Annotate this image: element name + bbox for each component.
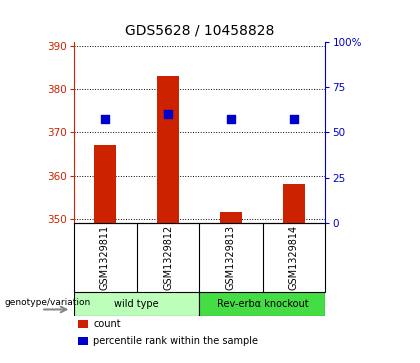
Text: percentile rank within the sample: percentile rank within the sample <box>93 336 258 346</box>
Text: GSM1329812: GSM1329812 <box>163 225 173 290</box>
Text: GSM1329811: GSM1329811 <box>100 225 110 290</box>
Bar <box>94 146 116 223</box>
Bar <box>283 184 305 223</box>
Title: GDS5628 / 10458828: GDS5628 / 10458828 <box>125 24 274 38</box>
Text: genotype/variation: genotype/variation <box>4 298 90 307</box>
Text: GSM1329814: GSM1329814 <box>289 225 299 290</box>
Point <box>291 116 297 122</box>
Text: count: count <box>93 319 121 329</box>
Point <box>165 111 171 117</box>
Bar <box>74 292 200 316</box>
Text: wild type: wild type <box>114 299 159 309</box>
Point <box>102 116 108 122</box>
Bar <box>157 76 179 223</box>
Text: GSM1329813: GSM1329813 <box>226 225 236 290</box>
Point <box>228 116 234 122</box>
Bar <box>200 292 326 316</box>
Text: Rev-erbα knockout: Rev-erbα knockout <box>217 299 308 309</box>
Bar <box>220 212 242 223</box>
